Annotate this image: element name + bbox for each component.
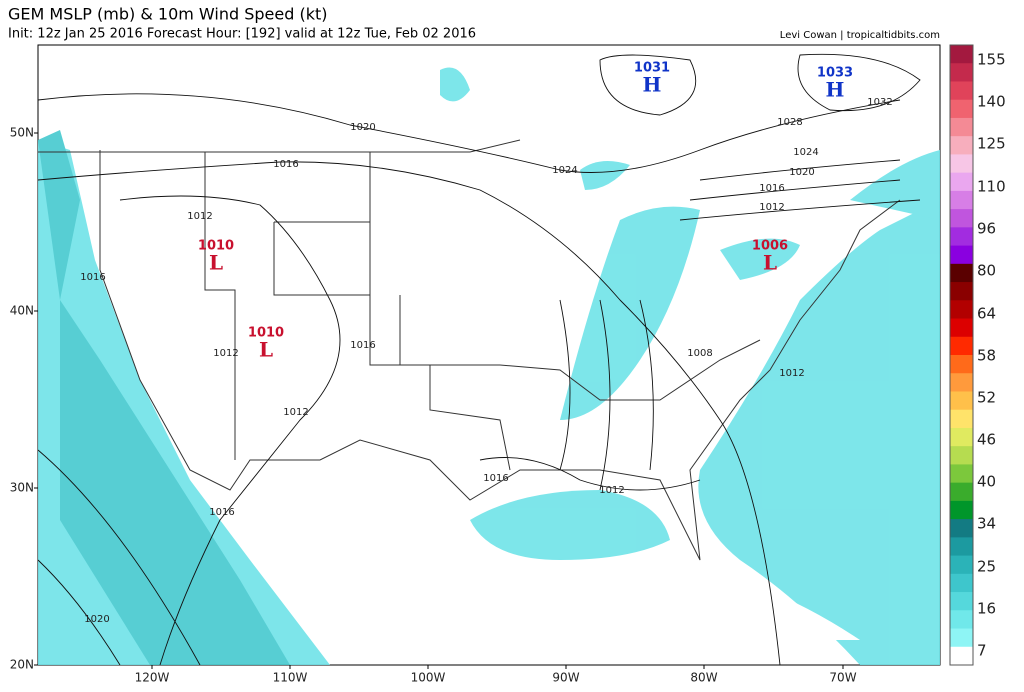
lon-label: 120W: [135, 671, 170, 685]
colorbar-label: 52: [977, 389, 996, 407]
colorbar-swatch: [950, 318, 973, 338]
colorbar-swatch: [950, 409, 973, 429]
colorbar-swatch: [950, 282, 973, 301]
lat-label: 30N: [10, 481, 34, 495]
colorbar-swatch: [950, 117, 973, 137]
colorbar-swatch: [950, 592, 973, 611]
lon-label: 70W: [829, 671, 856, 685]
colorbar-label: 110: [977, 178, 1006, 196]
colorbar-swatch: [950, 482, 973, 502]
colorbar-label: 64: [977, 305, 996, 323]
colorbar-swatch: [950, 446, 973, 465]
colorbar-label: 46: [977, 431, 996, 449]
pressure-value: 1033: [817, 66, 853, 81]
pressure-value: 1010: [198, 239, 234, 254]
colorbar-label: 16: [977, 600, 996, 618]
isobar-label: 1028: [777, 117, 802, 128]
colorbar-swatch: [950, 63, 973, 82]
colorbar-swatch: [950, 464, 973, 484]
colorbar-swatch: [950, 300, 973, 320]
map: [37, 44, 941, 666]
colorbar-swatch: [950, 209, 973, 228]
title: GEM MSLP (mb) & 10m Wind Speed (kt): [8, 5, 327, 24]
colorbar-swatch: [950, 245, 973, 265]
isobar-label: 1016: [80, 272, 105, 283]
colorbar-label: 58: [977, 347, 996, 365]
colorbar-swatch: [950, 190, 973, 210]
colorbar-swatch: [950, 373, 973, 392]
colorbar-label: 125: [977, 135, 1006, 153]
pressure-value: 1006: [752, 239, 788, 254]
colorbar-swatch: [950, 573, 973, 593]
isobar-label: 1012: [759, 202, 784, 213]
pressure-center: L: [209, 251, 223, 275]
isobar-label: 1016: [483, 473, 508, 484]
isobar-label: 1020: [350, 122, 375, 133]
pressure-center: H: [643, 73, 662, 97]
isobar-label: 1024: [552, 165, 577, 176]
isobar-label: 1008: [687, 348, 712, 359]
colorbar-swatch: [950, 136, 973, 155]
colorbar-swatch: [950, 99, 973, 119]
isobar-label: 1016: [273, 159, 298, 170]
colorbar-swatch: [950, 427, 973, 447]
colorbar-label: 25: [977, 558, 996, 576]
colorbar-swatch: [950, 391, 973, 411]
lon-label: 90W: [552, 671, 579, 685]
colorbar-label: 155: [977, 51, 1006, 69]
lat-label: 40N: [10, 304, 34, 318]
colorbar-swatch: [950, 628, 973, 648]
isobar-label: 1020: [789, 167, 814, 178]
colorbar-swatch: [950, 610, 973, 630]
colorbar-frame: [949, 44, 974, 666]
colorbar-swatch: [950, 81, 973, 101]
isobar-label: 1012: [283, 407, 308, 418]
isobar-label: 1012: [599, 485, 624, 496]
colorbar-label: 96: [977, 220, 996, 238]
isobar-label: 1020: [84, 614, 109, 625]
colorbar-swatch: [950, 537, 973, 557]
lon-label: 110W: [273, 671, 308, 685]
colorbar-swatch: [950, 500, 973, 520]
colorbar-label: 140: [977, 93, 1006, 111]
pressure-center: L: [763, 251, 777, 275]
pressure-center: L: [259, 338, 273, 362]
lon-label: 80W: [690, 671, 717, 685]
colorbar-label: 34: [977, 515, 996, 533]
pressure-value: 1031: [634, 61, 670, 76]
colorbar-swatch: [950, 355, 973, 374]
colorbar-swatch: [950, 45, 973, 64]
colorbar-swatch: [950, 646, 973, 666]
isobar-label: 1024: [793, 147, 818, 158]
lon-label: 100W: [411, 671, 446, 685]
isobar-label: 1012: [779, 368, 804, 379]
colorbar-label: 80: [977, 262, 996, 280]
colorbar: 155 140 125 110 96 80 64 58 52 46 40 34 25 16 7: [949, 44, 1006, 666]
pressure-value: 1010: [248, 326, 284, 341]
colorbar-swatch: [950, 227, 973, 247]
colorbar-label: 40: [977, 473, 996, 491]
isobar-label: 1016: [759, 183, 784, 194]
colorbar-swatch: [950, 336, 973, 356]
pressure-center: H: [826, 78, 845, 102]
isobar-label: 1012: [213, 348, 238, 359]
colorbar-label: 7: [977, 642, 987, 660]
lat-label: 50N: [10, 126, 34, 140]
isobar-label: 1032: [867, 97, 892, 108]
lat-label: 20N: [10, 658, 34, 672]
colorbar-swatch: [950, 263, 973, 283]
colorbar-swatch: [950, 172, 973, 192]
colorbar-swatch: [950, 519, 973, 538]
colorbar-swatch: [950, 555, 973, 575]
isobar-label: 1016: [209, 507, 234, 518]
credit: Levi Cowan | tropicaltidbits.com: [780, 30, 940, 41]
colorbar-swatch: [950, 154, 973, 174]
isobar-label: 1016: [350, 340, 375, 351]
subtitle: Init: 12z Jan 25 2016 Forecast Hour: [19…: [8, 27, 476, 42]
isobar-label: 1012: [187, 211, 212, 222]
